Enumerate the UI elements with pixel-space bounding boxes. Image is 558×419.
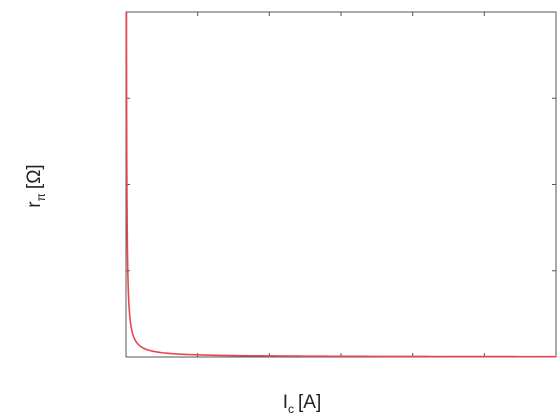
series-group xyxy=(125,11,556,358)
plot-frame xyxy=(125,11,557,358)
x-axis-label: Ic [A] xyxy=(283,392,322,416)
series-line xyxy=(125,11,556,358)
y-axis-label: rπ[Ω] xyxy=(24,164,48,207)
